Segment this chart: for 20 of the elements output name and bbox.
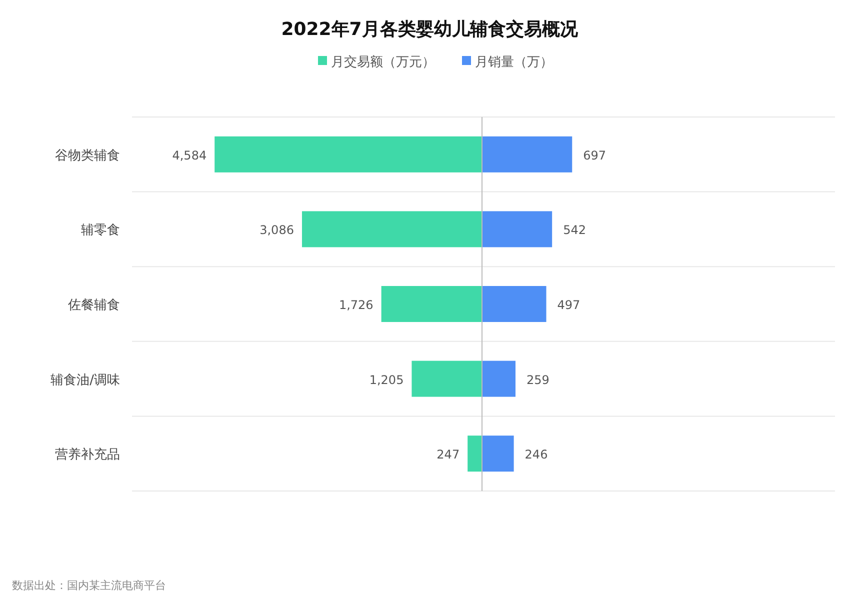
- data-label: 697: [583, 148, 606, 162]
- data-label: 3,086: [260, 223, 294, 238]
- data-label: 259: [526, 372, 550, 387]
- legend-label: 月交易额（万元）: [331, 54, 435, 70]
- data-label: 1,726: [338, 298, 374, 312]
- data-label: 1,205: [369, 372, 404, 387]
- y-tick-label: 辅食油/调味: [50, 372, 120, 388]
- legend: 月交易额（万元）: [318, 55, 435, 70]
- legend: 月销量（万）: [462, 55, 553, 70]
- y-tick-label: 谷物类辅食: [55, 148, 120, 164]
- y-tick-label: 营养补充品: [55, 446, 120, 463]
- data-label: 497: [557, 298, 580, 312]
- data-label: 4,584: [172, 148, 207, 162]
- chart-title: 2022年7月各类婴幼儿辅食交易概况: [281, 19, 579, 40]
- data-label: 247: [436, 448, 460, 462]
- y-tick-label: 辅零食: [81, 223, 120, 238]
- data-label: 246: [524, 448, 548, 462]
- text: 数据出处：国内某主流电商平台: [12, 579, 166, 592]
- y-tick-label: 佐餐辅食: [68, 298, 120, 313]
- data-label: 542: [563, 223, 586, 238]
